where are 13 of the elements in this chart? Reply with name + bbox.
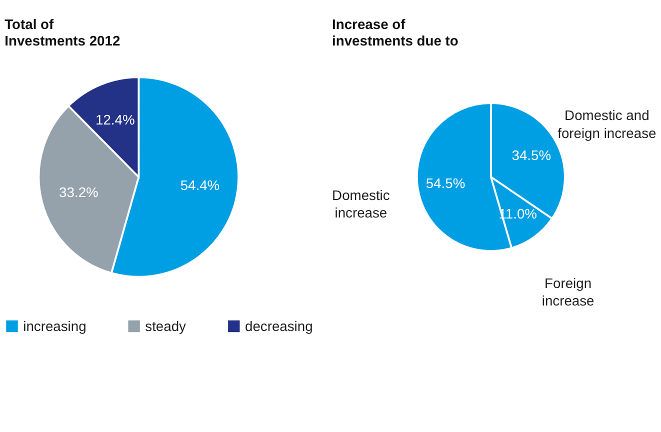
chart-title: Total of Investments 2012 (4, 16, 120, 49)
slice-label: Foreign increase (542, 274, 595, 308)
data-label: 33.2% (59, 184, 98, 200)
data-label: 12.4% (96, 111, 135, 128)
data-label: 54.5% (426, 175, 466, 192)
legend-label: decreasing (244, 318, 313, 334)
slice-label: Domestic increase (332, 187, 390, 221)
data-label: 54.4% (180, 177, 220, 194)
legend-label: increasing (23, 318, 86, 334)
legend-label: steady (145, 318, 186, 334)
data-label: 34.5% (512, 147, 552, 164)
chart-title: Increase of investments due to (332, 16, 458, 49)
slice-label: Domestic and foreign increase (558, 107, 657, 141)
